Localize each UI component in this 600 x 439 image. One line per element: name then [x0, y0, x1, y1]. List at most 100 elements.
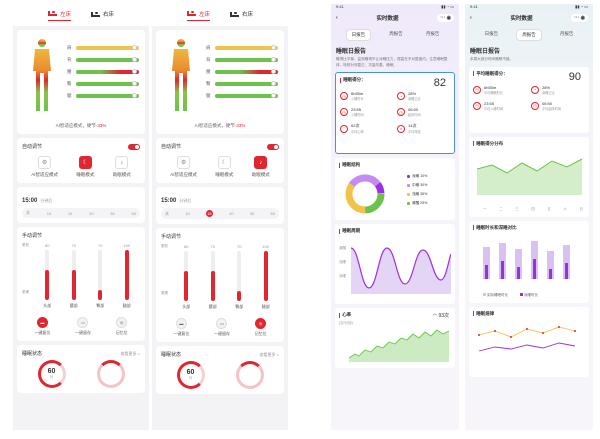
bed-icon	[91, 11, 100, 17]
nav-bar: ‹ 实时数据 ··· ◉	[465, 10, 593, 26]
body-part-list: 肩 背 腰 臀 腿	[206, 42, 278, 102]
tab-right-bed[interactable]: 右床	[230, 10, 253, 20]
bed-icon	[230, 11, 239, 17]
more-link[interactable]: 查看更多 >	[259, 351, 279, 357]
timer-value: 15:00 分钟后	[22, 198, 53, 204]
phone-screen-left: 左床 右床 肩 背 腰 臀 腿 AI智适应模式，硬节-33% 自动调节 ⚙ AI智…	[13, 4, 149, 430]
tab-left-bed[interactable]: 左床	[186, 10, 210, 21]
auto-adjust-card: 自动调节 ⚙ AI智适应模式 ☾ 睡眠模式 ♪ 助眠模式	[17, 138, 145, 183]
tab-daily[interactable]: 日报告	[484, 31, 499, 36]
reset-button[interactable]: ▬ 一键复位	[173, 318, 189, 337]
auto-adjust-toggle[interactable]	[128, 143, 140, 150]
auto-adjust-card: 自动调节 ⚙ AI智适应模式 ☾ 睡眠模式 ♪ 助眠模式	[156, 138, 284, 183]
sleep-chart-ring	[235, 361, 264, 389]
slider-leg[interactable]: 100 腿部	[122, 243, 131, 308]
status-bar: 9:41 ▮▮ ◔ ▭	[470, 4, 588, 9]
save-button[interactable]: ▭ 一键留存	[75, 317, 91, 336]
back-icon[interactable]: ‹	[336, 15, 338, 21]
slider-leg[interactable]: 100 腿部	[261, 244, 270, 309]
tab-weekly[interactable]: 周报告	[389, 31, 403, 36]
slider-waist[interactable]: 70 腰部	[69, 243, 78, 308]
bedtime-icon: ◷	[473, 101, 481, 110]
mode-sleep[interactable]: ☾ 睡眠模式	[76, 156, 94, 178]
page-title: 实时数据	[376, 16, 399, 22]
sleep-status-card: 睡眠状态 查看更多 > 60 分	[156, 346, 284, 394]
timer-card: 15:00 分钟后 关 10 15 20 30 60	[17, 187, 145, 223]
slider-hip[interactable]: 70 臀部	[96, 243, 105, 308]
timer-slider[interactable]: 关 10 15 20 30 60	[161, 208, 279, 219]
sleep-chart-ring	[96, 360, 125, 388]
slider-hip[interactable]: 70 臀部	[235, 244, 244, 309]
nav-bar: ‹ 实时数据 ··· ◉	[331, 10, 459, 26]
back-icon[interactable]: ‹	[470, 15, 472, 21]
duration-compare-card: 睡眠时长和深睡对比 实际睡眠时长 深睡时长	[469, 220, 589, 303]
rule-line-chart	[478, 325, 576, 351]
auto-adjust-label: 自动调节	[22, 144, 43, 150]
heart-rate-card: 心率 ◠ 93次 (次/分钟)	[335, 308, 455, 368]
memory-button[interactable]: ◎ 记忆位	[116, 317, 128, 336]
cycle-wave-chart	[351, 247, 451, 294]
more-link[interactable]: 查看更多 >	[120, 350, 140, 356]
sleep-cycle-card: 睡眠周期 清醒 浅睡 深睡	[335, 224, 455, 304]
ai-icon: ⚙	[177, 156, 191, 169]
phone-screen-right: 左床 右床 肩 背 腰 臀 腿 AI智适应模式，硬节-33% 自动调节 ⚙ AI智…	[152, 4, 288, 430]
pressure-bar	[76, 93, 139, 99]
body-pressure-card: 肩 背 腰 臀 腿 AI智适应模式，硬节-33%	[17, 30, 145, 134]
deep-sleep-icon: ◔	[531, 85, 539, 94]
save-button[interactable]: ▭ 一键留存	[214, 318, 230, 337]
slider-head[interactable]: 80 头部	[182, 244, 191, 309]
deep-sleep-icon: ◔	[397, 92, 405, 100]
timer-card: 15:00 分钟后 关 10 15 20 30 60	[156, 187, 284, 224]
capsule-menu[interactable]: ··· ◉	[571, 14, 588, 22]
pressure-bar	[215, 81, 278, 87]
tab-weekly[interactable]: 周报告	[516, 29, 542, 41]
tab-left-bed[interactable]: 左床	[47, 10, 71, 21]
pressure-bar	[76, 45, 139, 51]
sleep-icon: ☾	[78, 156, 92, 169]
body-figure-icon	[172, 39, 190, 111]
memory-button[interactable]: ◎ 记忆位	[255, 318, 267, 337]
score-distribution-card: 睡眠得分分布 一二三四五六日	[469, 136, 589, 217]
score-card: 睡眠得分： 82 ◷ 6h55m 入睡时长 ◔ 28% 深睡占比 ◷ 23:55 入睡时间 …	[335, 72, 455, 154]
aid-icon: ♪	[254, 156, 268, 169]
report-desc: 本周大部分时间睡眠不错。	[470, 57, 514, 61]
mode-ai[interactable]: ⚙ AI智适应模式	[31, 156, 58, 178]
pressure-bar	[76, 81, 139, 87]
tab-daily[interactable]: 日报告	[345, 29, 372, 41]
week-score-value: 90	[568, 70, 581, 83]
sleep-score-ring: 60 分	[176, 361, 205, 389]
memory-icon: ◎	[116, 317, 128, 328]
auto-adjust-toggle[interactable]	[267, 143, 279, 150]
sleep-status-card: 睡眠状态 查看更多 > 60 分	[17, 345, 145, 393]
save-icon: ▭	[77, 317, 89, 328]
mode-note: AI智适应模式，硬节-33%	[55, 123, 107, 128]
heart-value: ◠ 93次	[432, 313, 449, 319]
bed-icon: ▬	[36, 317, 48, 328]
mode-aid[interactable]: ♪ 助眠模式	[113, 156, 131, 178]
tab-monthly[interactable]: 月报告	[559, 31, 574, 36]
bed-tabs: 左床 右床	[152, 4, 288, 26]
body-part-row: 腿	[67, 90, 139, 102]
duration-bar-chart	[483, 240, 570, 279]
tab-right-bed[interactable]: 右床	[91, 10, 114, 20]
pressure-bar	[76, 69, 139, 75]
slider-waist[interactable]: 70 腰部	[208, 244, 217, 309]
timer-slider[interactable]: 关 10 15 20 30 60	[22, 208, 140, 218]
manual-label: 手动调节	[22, 233, 43, 239]
reset-button[interactable]: ▬ 一键复位	[34, 317, 50, 336]
week-score-card: 平均睡眠得分： 90 ◷ 6h55m 平均睡眠时长 ◔ 28% 深睡占比 ◷ 23:55 平…	[469, 66, 589, 133]
mode-sleep[interactable]: ☾ 睡眠模式	[215, 156, 233, 178]
tab-monthly[interactable]: 月报告	[425, 31, 440, 36]
sleep-rule-card: 睡眠规律	[469, 306, 589, 377]
report-tabs: 日报告 周报告 月报告	[339, 29, 451, 41]
manual-adjust-card: 手动调节 更软 更硬 80 头部 70 腰部 70 臀部 100 腿部 ▬ 一键复位 ▭ 一键…	[17, 227, 145, 341]
slider-head[interactable]: 80 头部	[43, 243, 52, 308]
heart-icon: ♡	[340, 124, 348, 133]
report-title: 睡眠日报告	[336, 49, 367, 55]
memory-icon: ◎	[255, 318, 267, 329]
clock-icon: ◷	[473, 85, 481, 94]
pressure-bar	[215, 57, 278, 63]
mode-ai[interactable]: ⚙ AI智适应模式	[170, 156, 197, 178]
mode-aid[interactable]: ♪ 助眠模式	[252, 156, 270, 178]
capsule-menu[interactable]: ··· ◉	[437, 14, 454, 22]
